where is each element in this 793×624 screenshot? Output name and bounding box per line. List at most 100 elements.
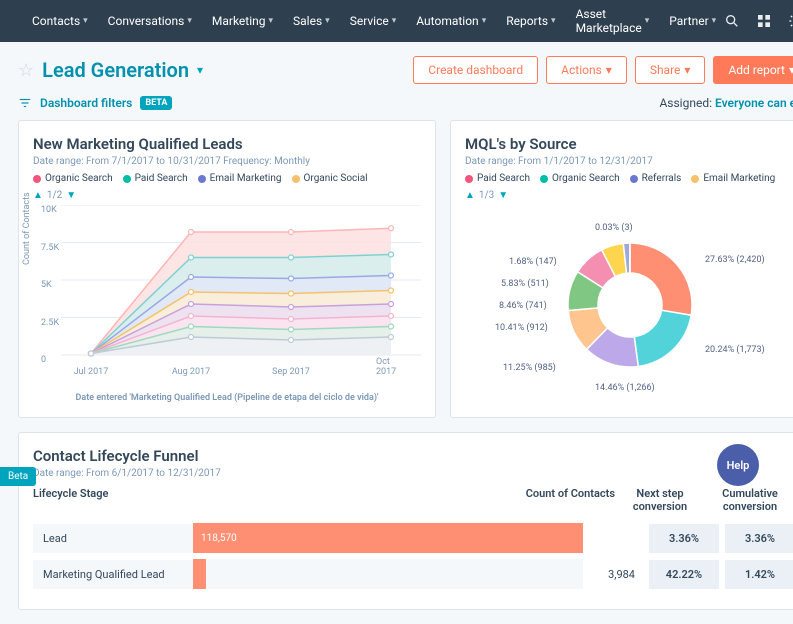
nav-item-partner[interactable]: Partner▾ (661, 3, 724, 39)
chevron-down-icon: ▾ (645, 16, 650, 26)
chevron-down-icon: ▾ (325, 16, 330, 26)
nav-item-contacts[interactable]: Contacts▾ (24, 3, 96, 39)
add-report-button[interactable]: Add report ▾ (713, 56, 793, 84)
chevron-down-icon: ▾ (606, 63, 612, 77)
nav-item-sales[interactable]: Sales▾ (285, 3, 338, 39)
donut-label: 1.68% (147) (509, 257, 557, 267)
chevron-down-icon: ▾ (551, 16, 556, 26)
funnel-count: 3,984 (583, 568, 643, 581)
legend-dot (691, 175, 699, 183)
funnel-row: Marketing Qualified Lead3,98442.22%1.42% (33, 559, 793, 589)
card-title: New Marketing Qualified Leads (33, 135, 421, 153)
pager-up-icon[interactable]: ▲ (33, 190, 43, 201)
area-chart: Count of Contacts 10K7.5K5K2.5K0 Jul 201… (33, 205, 421, 375)
beta-side-badge[interactable]: Beta (0, 467, 36, 486)
legend-item: Email Marketing (691, 173, 775, 184)
donut-label: 27.63% (2,420) (705, 255, 765, 265)
card-subtitle: Date range: From 1/1/2017 to 12/31/2017 (465, 156, 793, 167)
legend-item: Organic Search (540, 173, 620, 184)
mql-source-card: MQL's by Source Date range: From 1/1/201… (450, 120, 793, 418)
beta-badge: BETA (140, 96, 172, 110)
page-header: ☆ Lead Generation ▾ Create dashboard Act… (18, 56, 793, 84)
x-tick: Jul 2017 (74, 367, 109, 377)
share-button[interactable]: Share ▾ (635, 56, 706, 84)
legend-item: Paid Search (465, 173, 530, 184)
nav-item-reports[interactable]: Reports▾ (498, 3, 563, 39)
assigned-value-link[interactable]: Everyone can edit (715, 96, 793, 110)
legend-dot (33, 175, 41, 183)
legend-item: Email Marketing (198, 173, 282, 184)
funnel-stage: Lead (33, 524, 193, 553)
title-dropdown-icon[interactable]: ▾ (197, 63, 203, 77)
donut-label: 20.24% (1,773) (705, 345, 765, 355)
y-tick: 10K (41, 205, 57, 215)
donut-label: 8.46% (741) (499, 301, 547, 311)
favorite-star-icon[interactable]: ☆ (18, 60, 34, 81)
help-button[interactable]: Help (717, 444, 759, 486)
funnel-next-conversion: 3.36% (649, 524, 719, 553)
chevron-down-icon: ▾ (187, 16, 192, 26)
chart-legend: Paid SearchOrganic SearchReferralsEmail … (465, 173, 793, 184)
y-tick: 7.5K (41, 243, 59, 253)
legend-item: Organic Social (292, 173, 368, 184)
pager-up-icon[interactable]: ▲ (465, 190, 475, 201)
chevron-down-icon: ▾ (684, 63, 690, 77)
x-tick: Oct 2017 (376, 357, 406, 377)
funnel-bar-fill: 118,570 (193, 523, 583, 553)
nav-item-marketing[interactable]: Marketing▾ (204, 3, 281, 39)
donut-label: 0.03% (3) (595, 223, 633, 233)
area-chart-svg (61, 205, 421, 360)
stage-header: Lifecycle Stage (33, 487, 485, 513)
assigned-area: Assigned: Everyone can edit (659, 96, 793, 110)
nav-items: Contacts▾Conversations▾Marketing▾Sales▾S… (24, 3, 724, 39)
chevron-down-icon: ▾ (83, 16, 88, 26)
filters-row: Dashboard filters BETA Assigned: Everyon… (18, 96, 793, 110)
settings-icon[interactable] (788, 13, 793, 29)
funnel-bar (193, 559, 583, 589)
page-title: Lead Generation (42, 58, 189, 82)
next-header: Next step conversion (615, 487, 705, 513)
marketplace-icon[interactable] (756, 13, 772, 29)
chevron-down-icon: ▾ (712, 16, 717, 26)
header-actions: Create dashboard Actions ▾ Share ▾ Add r… (413, 56, 793, 84)
pager-down-icon[interactable]: ▼ (498, 190, 508, 201)
chart-pager[interactable]: ▲1/2▼ (33, 190, 421, 201)
nav-item-service[interactable]: Service▾ (342, 3, 405, 39)
card-subtitle: Date range: From 6/1/2017 to 12/31/2017 (33, 468, 793, 479)
nav-right: ▾ (724, 8, 793, 34)
chart-pager[interactable]: ▲1/3▼ (465, 190, 793, 201)
create-dashboard-button[interactable]: Create dashboard (413, 56, 538, 84)
filter-icon[interactable] (18, 96, 32, 110)
legend-item: Organic Search (33, 173, 113, 184)
count-header: Count of Contacts (485, 487, 615, 513)
chevron-down-icon: ▾ (482, 16, 487, 26)
legend-item: Paid Search (123, 173, 188, 184)
donut-label: 11.25% (985) (503, 363, 556, 373)
chevron-down-icon: ▾ (392, 16, 397, 26)
funnel-stage: Marketing Qualified Lead (33, 560, 193, 589)
pager-down-icon[interactable]: ▼ (66, 190, 76, 201)
nav-item-conversations[interactable]: Conversations▾ (100, 3, 200, 39)
funnel-cum-conversion: 3.36% (725, 524, 793, 553)
nav-item-automation[interactable]: Automation▾ (408, 3, 494, 39)
funnel-cum-conversion: 1.42% (725, 560, 793, 589)
legend-dot (123, 175, 131, 183)
y-tick: 2.5K (41, 318, 59, 328)
donut-label: 5.83% (511) (501, 279, 549, 289)
y-tick: 0 (41, 355, 46, 365)
donut-label: 10.41% (912) (495, 323, 548, 333)
legend-dot (540, 175, 548, 183)
card-title: Contact Lifecycle Funnel (33, 447, 793, 465)
legend-dot (630, 175, 638, 183)
x-axis-label: Date entered 'Marketing Qualified Lead (… (33, 393, 421, 403)
legend-dot (292, 175, 300, 183)
y-axis-label: Count of Contacts (22, 192, 32, 265)
search-icon[interactable] (724, 13, 740, 29)
legend-dot (198, 175, 206, 183)
dashboard-filters-link[interactable]: Dashboard filters (40, 96, 132, 110)
y-tick: 5K (41, 280, 52, 290)
actions-button[interactable]: Actions ▾ (546, 56, 627, 84)
donut-label: 14.46% (1,266) (595, 383, 655, 393)
chevron-down-icon: ▾ (269, 16, 274, 26)
nav-item-asset-marketplace[interactable]: Asset Marketplace▾ (568, 3, 658, 39)
